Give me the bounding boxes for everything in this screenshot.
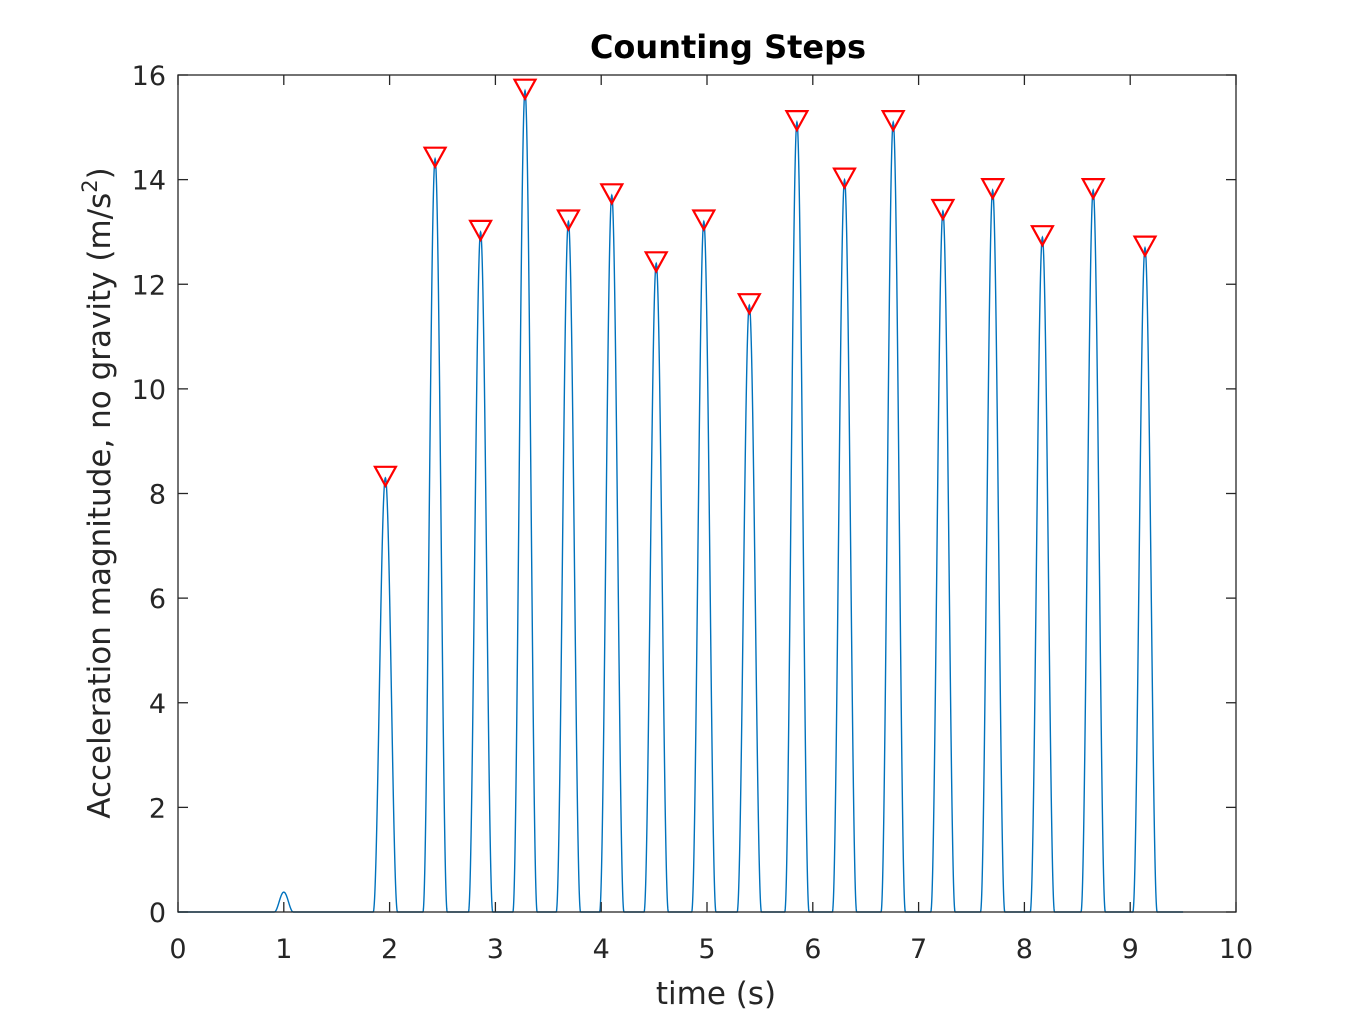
peak-marker-3: [512, 78, 538, 101]
y-tick-label-1: 2: [149, 793, 166, 824]
x-tick-label-1: 1: [275, 934, 292, 965]
x-tick-label-5: 5: [698, 934, 715, 965]
x-tick-label-0: 0: [169, 934, 186, 965]
peak-marker-7: [691, 209, 717, 232]
peak-marker-10: [832, 167, 857, 190]
x-tick-label-8: 8: [1016, 934, 1033, 965]
peak-marker-13: [980, 178, 1006, 201]
peak-marker-0: [373, 465, 398, 489]
x-axis-label: time (s): [656, 976, 776, 1012]
x-tick-label-2: 2: [381, 934, 398, 965]
x-tick-label-10: 10: [1219, 934, 1253, 965]
chart-title: Counting Steps: [590, 28, 866, 66]
y-tick-label-5: 10: [132, 375, 166, 406]
y-tick-label-4: 8: [149, 480, 166, 511]
peak-marker-16: [1132, 235, 1158, 258]
x-tick-label-3: 3: [487, 934, 504, 965]
plot-area: [178, 78, 1184, 913]
peak-marker-2: [468, 219, 493, 243]
ticks-group: [177, 74, 1237, 913]
y-tick-label-0: 0: [149, 898, 166, 929]
y-tick-label-3: 6: [149, 584, 166, 615]
series-line-group: [178, 88, 1184, 913]
x-tick-label-7: 7: [910, 934, 927, 965]
peak-marker-1: [422, 146, 448, 169]
y-axis-label-suffix: ): [82, 167, 118, 179]
y-axis-label-superscript: 2: [78, 179, 102, 192]
peak-marker-14: [1030, 225, 1055, 248]
peak-marker-4: [556, 209, 581, 232]
y-tick-label-7: 14: [132, 166, 166, 197]
x-tick-label-6: 6: [804, 934, 821, 965]
peak-marker-5: [599, 183, 625, 206]
peak-marker-8: [736, 293, 762, 316]
peak-marker-11: [880, 109, 906, 133]
x-tick-label-9: 9: [1122, 934, 1139, 965]
y-tick-label-2: 4: [149, 689, 166, 720]
peak-marker-15: [1080, 178, 1106, 201]
series-line: [178, 88, 1184, 913]
axes-box: [177, 74, 1237, 913]
y-tick-label-6: 12: [132, 270, 166, 301]
x-tick-label-4: 4: [593, 934, 610, 965]
y-tick-label-8: 16: [132, 61, 166, 92]
peak-marker-12: [930, 198, 956, 222]
y-axis-label: Acceleration magnitude, no gravity (m/s2…: [78, 167, 118, 818]
peak-marker-9: [784, 109, 810, 133]
y-axis-label-main: Acceleration magnitude, no gravity (m/s: [82, 193, 118, 819]
peak-markers-group: [373, 78, 1158, 489]
peak-marker-6: [643, 251, 669, 274]
